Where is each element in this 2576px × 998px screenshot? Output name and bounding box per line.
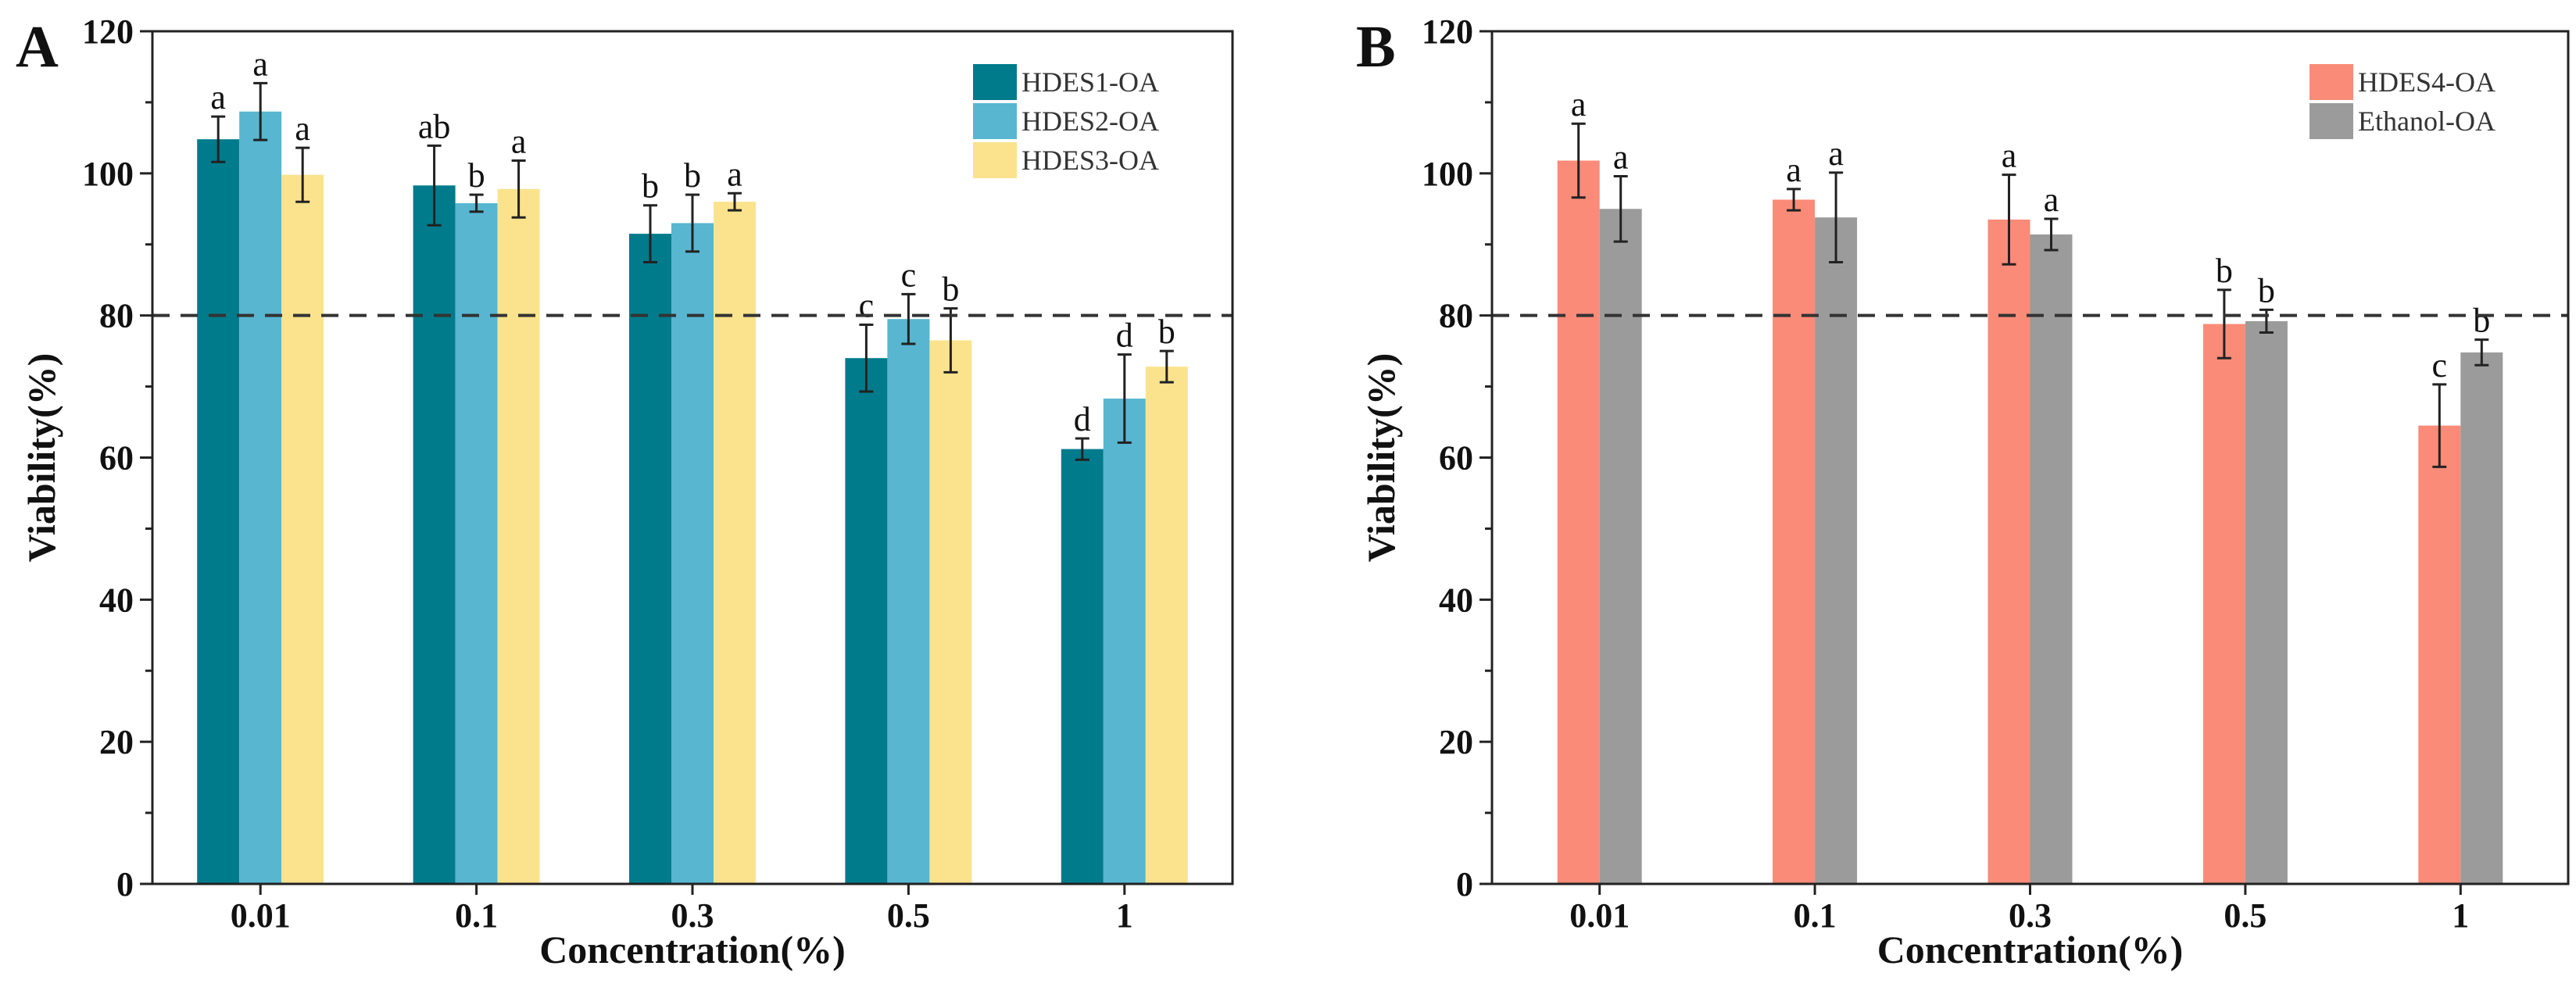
y-axis-title: Viability(%) [1359,353,1403,563]
significance-letter: a [1613,138,1629,176]
bar-ethanol-oa [1815,217,1858,884]
bar-hdes3-oa [497,188,540,884]
bar-hdes2-oa [1103,399,1146,884]
significance-letter: a [1828,134,1844,173]
y-tick-label: 120 [1422,13,1473,51]
legend-swatch [2309,64,2353,100]
y-tick-label: 40 [99,581,134,619]
legend-swatch [973,142,1017,178]
x-tick-label: 0.01 [1569,896,1630,935]
x-tick-label: 1 [2452,896,2469,935]
panel-label: B [1356,14,1396,80]
significance-letter: b [2216,252,2233,290]
y-tick-label: 120 [82,13,134,51]
bar-hdes2-oa [239,111,282,884]
bar-hdes2-oa [887,319,930,884]
legend-swatch [973,64,1017,100]
significance-letter: a [252,45,268,83]
significance-letter: a [511,122,527,160]
bar-hdes2-oa [455,203,498,885]
bar-hdes1-oa [845,358,888,884]
legend-label: HDES2-OA [1021,106,1159,137]
y-tick-label: 100 [82,155,134,193]
legend-label: Ethanol-OA [2358,106,2496,137]
significance-letter: b [2473,302,2490,340]
y-tick-label: 60 [99,439,134,478]
significance-letter: ab [418,107,451,145]
y-tick-label: 40 [1439,581,1473,619]
significance-letter: a [210,78,226,116]
bar-hdes3-oa [281,174,324,884]
significance-letter: a [2002,137,2017,175]
bar-hdes2-oa [671,223,714,885]
x-tick-label: 0.3 [2009,896,2052,935]
x-tick-label: 1 [1116,896,1133,935]
significance-letter: a [727,155,742,193]
x-tick-label: 0.01 [231,896,291,935]
bar-hdes3-oa [714,202,756,884]
y-tick-label: 20 [99,723,134,761]
significance-letter: a [1786,151,1801,189]
significance-letter: d [1116,317,1133,355]
y-axis-title: Viability(%) [20,353,63,563]
legend-swatch [973,103,1017,139]
bar-hdes1-oa [413,185,456,884]
significance-letter: b [1158,313,1175,351]
x-tick-label: 0.5 [887,896,930,935]
bar-hdes1-oa [1061,449,1104,884]
significance-letter: a [295,109,310,148]
bar-hdes1-oa [197,139,240,884]
significance-letter: d [1074,400,1091,438]
bar-hdes3-oa [1145,367,1188,884]
significance-letter: b [942,270,959,309]
legend-label: HDES1-OA [1021,66,1159,98]
bar-hdes4-oa [1557,160,1600,885]
significance-letter: b [642,167,659,206]
significance-letter: b [2258,271,2275,309]
bar-hdes3-oa [929,340,972,884]
legend-label: HDES4-OA [2358,66,2496,98]
legend-swatch [2309,103,2353,139]
bar-ethanol-oa [1599,209,1642,885]
plot-frame [151,30,1234,885]
bar-ethanol-oa [2030,234,2073,884]
x-axis-title: Concentration(%) [539,928,846,971]
x-axis-title: Concentration(%) [1877,928,2184,971]
bar-hdes1-oa [629,234,671,884]
legend-label: HDES3-OA [1021,145,1159,176]
significance-letter: a [2044,181,2059,219]
plot-frame [1490,30,2570,885]
bar-hdes4-oa [2202,324,2245,884]
significance-letter: b [684,156,701,195]
bar-hdes4-oa [1773,199,1816,884]
x-tick-label: 0.1 [455,896,498,935]
y-tick-label: 80 [1439,297,1473,335]
significance-letter: c [859,286,875,324]
bar-ethanol-oa [2245,320,2288,884]
bar-hdes4-oa [2418,425,2461,884]
y-tick-label: 0 [116,865,134,903]
y-tick-label: 100 [1422,155,1473,193]
x-tick-label: 0.3 [671,896,714,935]
x-tick-label: 0.5 [2224,896,2267,935]
y-tick-label: 60 [1439,439,1473,478]
y-tick-label: 0 [1456,865,1473,903]
significance-letter: c [2432,346,2448,385]
significance-letter: b [468,156,485,195]
y-tick-label: 80 [99,297,134,335]
bar-hdes4-oa [1987,219,2030,884]
significance-letter: c [901,256,917,294]
y-tick-label: 20 [1439,723,1473,761]
panel-label: A [16,14,59,80]
x-tick-label: 0.1 [1794,896,1837,935]
bar-ethanol-oa [2460,352,2503,884]
significance-letter: a [1571,85,1587,123]
